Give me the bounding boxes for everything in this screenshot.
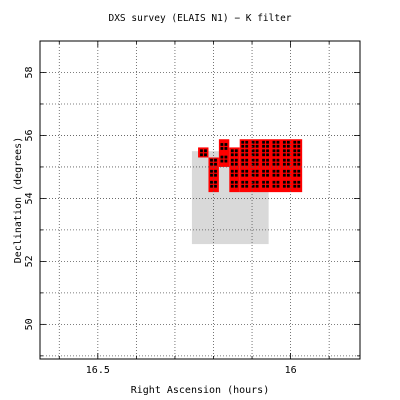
field-marker: [293, 149, 301, 157]
field-marker: [241, 140, 249, 148]
field-marker: [293, 140, 301, 148]
field-marker: [210, 169, 217, 177]
field-marker: [262, 140, 269, 148]
x-tick-label: 16.5: [86, 365, 110, 376]
observed-tile-column: [208, 157, 219, 193]
grid-layer: [40, 41, 360, 359]
field-marker: [220, 143, 228, 150]
chart-title: DXS survey (ELAIS N1) − K filter: [108, 13, 291, 24]
field-marker: [251, 180, 259, 188]
x-tick-label: 16: [285, 365, 297, 376]
field-marker: [282, 149, 290, 157]
field-marker: [282, 169, 290, 177]
field-marker: [251, 149, 259, 157]
plot-frame: [39, 40, 361, 360]
field-marker: [230, 169, 238, 177]
field-marker: [272, 158, 280, 166]
field-marker: [241, 180, 249, 188]
field-marker: [293, 158, 301, 166]
x-axis-label: Right Ascension (hours): [131, 385, 269, 396]
field-marker: [293, 180, 301, 188]
field-marker: [282, 140, 290, 148]
field-marker: [241, 149, 249, 157]
field-marker: [220, 155, 228, 163]
field-marker: [251, 140, 259, 148]
y-tick-label: 50: [24, 318, 35, 330]
field-marker: [262, 180, 269, 188]
y-tick-label: 56: [24, 129, 35, 141]
field-marker: [262, 158, 269, 166]
observed-tile-column: [239, 139, 303, 193]
y-tick-label: 54: [24, 192, 35, 204]
field-marker: [262, 169, 269, 177]
field-marker: [230, 149, 238, 157]
observed-tile-column: [198, 147, 209, 158]
field-marker: [282, 180, 290, 188]
y-tick-label: 58: [24, 66, 35, 78]
tiles-layer: [198, 139, 303, 193]
field-marker: [200, 149, 207, 157]
markers-layer: [200, 140, 301, 188]
field-marker: [210, 158, 217, 166]
field-marker: [251, 169, 259, 177]
field-marker: [241, 158, 249, 166]
y-axis-label: Declination (degrees): [13, 137, 24, 263]
y-tick-label: 52: [24, 255, 35, 267]
observed-tile-column: [218, 139, 230, 167]
field-marker: [293, 169, 301, 177]
observed-tile-column: [229, 147, 240, 193]
field-marker: [272, 149, 280, 157]
tick-labels-layer: 16.5 16 50 52 54 56 58: [24, 66, 297, 376]
field-marker: [282, 158, 290, 166]
field-marker: [230, 158, 238, 166]
plot-area: [39, 40, 361, 360]
field-marker: [262, 149, 269, 157]
field-marker: [272, 140, 280, 148]
field-marker: [251, 158, 259, 166]
field-marker: [272, 180, 280, 188]
field-marker: [230, 180, 238, 188]
field-marker: [272, 169, 280, 177]
field-marker: [210, 180, 217, 188]
field-marker: [241, 169, 249, 177]
